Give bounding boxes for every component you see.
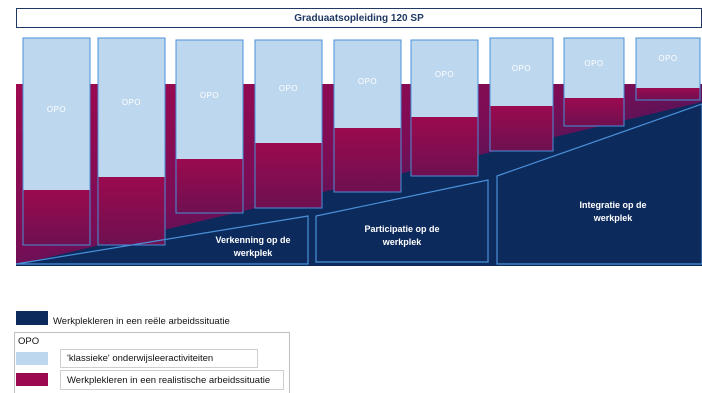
opo-label: OPO — [658, 54, 677, 63]
realistic-segment — [23, 190, 90, 245]
column-outline — [410, 39, 479, 177]
column-outline — [563, 37, 625, 127]
phase-integratie-line1: Integratie op de — [579, 200, 646, 210]
column-outline — [489, 37, 554, 152]
legend-label-real: Werkplekleren in een reële arbeidssituat… — [53, 316, 230, 327]
opo-label: OPO — [512, 64, 531, 73]
classic-segment — [411, 40, 478, 117]
phase-verkenning-line1: Verkenning op de — [215, 235, 290, 245]
classic-segment — [490, 38, 553, 106]
phase-participatie-line1: Participatie op de — [364, 224, 439, 234]
legend-header: OPO — [18, 336, 40, 347]
realistic-segment — [176, 159, 243, 213]
opo-column: OPO — [254, 39, 323, 209]
phase-participatie-line2: werkplek — [382, 237, 423, 247]
realistic-segment — [636, 88, 700, 100]
opo-column: OPO — [22, 37, 91, 246]
classic-segment — [636, 38, 700, 88]
phase-verkenning-line2: werkplek — [233, 248, 274, 258]
legend-label-realistic: Werkplekleren in een realistische arbeid… — [60, 370, 284, 390]
realistic-segment — [334, 128, 401, 192]
opo-label: OPO — [584, 59, 603, 68]
opo-label: OPO — [435, 70, 454, 79]
column-outline — [333, 39, 402, 193]
opo-column: OPO — [333, 39, 402, 193]
phase-box-integratie — [496, 103, 702, 265]
column-outline — [22, 37, 91, 246]
classic-segment — [23, 38, 90, 190]
classic-segment — [564, 38, 624, 98]
realistic-segment — [98, 177, 165, 245]
classic-segment — [255, 40, 322, 143]
column-outline — [175, 39, 244, 214]
realistic-segment — [411, 117, 478, 176]
opo-label: OPO — [358, 77, 377, 86]
phase-box-participatie — [315, 179, 489, 263]
legend-swatch-realistic — [16, 373, 48, 386]
classic-segment — [98, 38, 165, 177]
opo-column: OPO — [635, 37, 701, 101]
opo-column: OPO — [489, 37, 554, 152]
phase-integratie-line2: werkplek — [593, 213, 634, 223]
phase-box-verkenning — [15, 215, 309, 265]
legend-swatch-classic — [16, 352, 48, 365]
column-outline — [635, 37, 701, 101]
legend-box — [14, 332, 290, 393]
legend-swatch-real — [16, 311, 48, 325]
column-outline — [254, 39, 323, 209]
legend-label-classic: 'klassieke' onderwijsleeractiviteiten — [60, 349, 258, 368]
classic-segment — [334, 40, 401, 128]
opo-label: OPO — [279, 84, 298, 93]
realistic-segment — [255, 143, 322, 208]
opo-column: OPO — [410, 39, 479, 177]
realistic-segment — [490, 106, 553, 151]
opo-label: OPO — [200, 91, 219, 100]
realistic-segment — [564, 98, 624, 126]
diagram-title: Graduaatsopleiding 120 SP — [294, 12, 424, 24]
opo-column: OPO — [97, 37, 166, 246]
opo-label: OPO — [47, 105, 66, 114]
opo-column: OPO — [563, 37, 625, 127]
opo-column: OPO — [175, 39, 244, 214]
classic-segment — [176, 40, 243, 159]
opo-label: OPO — [122, 98, 141, 107]
